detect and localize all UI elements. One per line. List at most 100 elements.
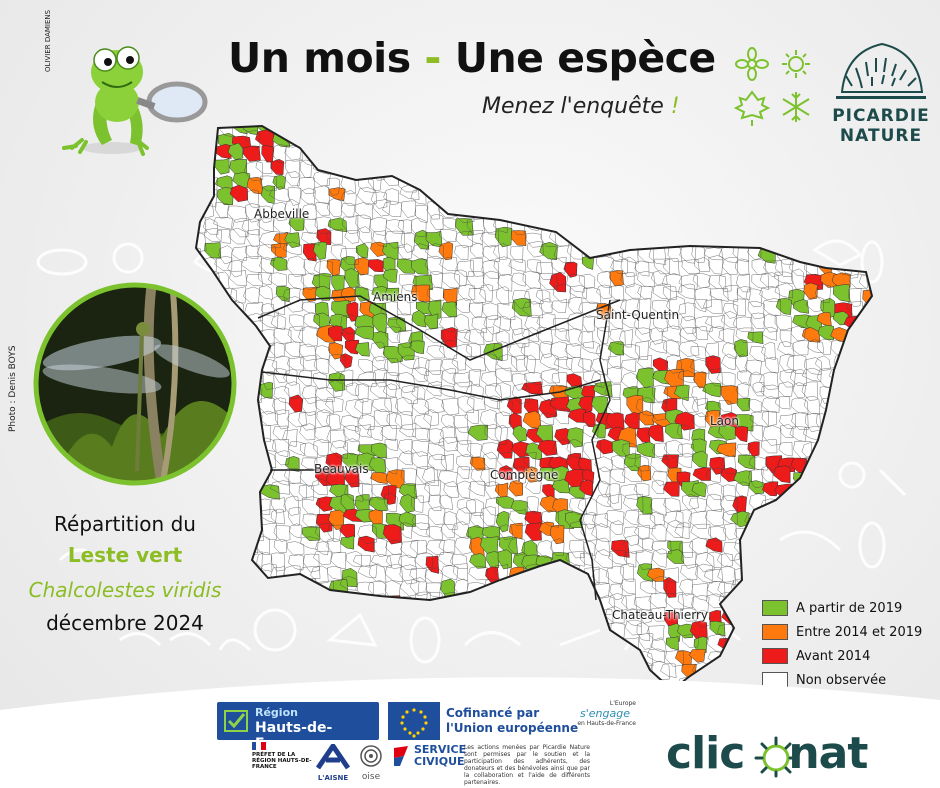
commune-cell — [622, 160, 644, 180]
oise-logo[interactable]: oise — [356, 744, 386, 782]
commune-cell — [396, 258, 416, 274]
commune-cell — [400, 231, 415, 253]
legend-label: Non observée — [796, 672, 887, 688]
commune-cell — [469, 190, 486, 209]
commune-cell — [511, 126, 533, 136]
commune-cell — [747, 331, 764, 344]
commune-cell — [256, 581, 271, 597]
commune-cell — [778, 143, 796, 164]
aisne-logo[interactable]: L'AISNE — [314, 741, 352, 782]
commune-cell — [380, 485, 397, 505]
commune-cell — [411, 386, 426, 400]
commune-cell — [273, 525, 291, 542]
commune-cell — [664, 567, 679, 583]
commune-cell — [372, 199, 391, 217]
commune-cell — [816, 185, 832, 202]
commune-cell — [761, 438, 778, 454]
commune-cell — [525, 232, 543, 248]
commune-cell — [619, 146, 637, 166]
commune-cell — [383, 188, 399, 205]
commune-cell — [330, 440, 348, 459]
commune-cell — [789, 426, 807, 442]
commune-cell — [862, 201, 872, 219]
hedgehog-logo-icon — [836, 42, 926, 99]
commune-cell — [564, 343, 582, 358]
commune-cell — [381, 621, 396, 641]
commune-cell — [424, 397, 445, 414]
commune-cell — [675, 509, 692, 528]
flower-icon — [735, 47, 769, 81]
commune-cell — [414, 158, 429, 177]
commune-cell — [597, 270, 612, 289]
commune-cell — [196, 510, 205, 530]
commune-cell — [564, 214, 584, 233]
commune-cell — [300, 634, 317, 653]
commune-cell — [242, 399, 258, 419]
commune-cell — [848, 160, 866, 177]
prefet-logo[interactable]: PRÉFET DE LA RÉGION HAUTS-DE-FRANCE — [252, 752, 312, 770]
commune-cell — [214, 468, 230, 485]
cliconat-logo[interactable]: clic nat — [666, 728, 868, 779]
commune-cell — [875, 187, 889, 204]
commune-cell — [538, 200, 555, 216]
commune-cell — [775, 526, 793, 540]
commune-cell — [877, 161, 894, 177]
commune-cell — [639, 188, 652, 208]
commune-cell — [196, 480, 203, 497]
commune-cell — [579, 596, 595, 613]
commune-cell — [538, 413, 555, 426]
commune-cell — [260, 609, 275, 624]
commune-cell — [357, 126, 373, 131]
commune-cell — [327, 353, 346, 372]
commune-cell — [814, 202, 830, 216]
commune-cell — [608, 213, 627, 227]
commune-cell — [512, 594, 530, 613]
eu-cofinance-logo[interactable]: Cofinancé par l'Union européenne — [388, 702, 578, 740]
commune-cell — [196, 255, 203, 269]
commune-cell — [691, 412, 707, 428]
europe-engage-logo[interactable]: L'Europe s'engage en Hauts-de-France — [574, 700, 636, 727]
commune-cell — [787, 147, 806, 163]
commune-cell — [763, 551, 781, 567]
commune-cell — [752, 381, 765, 397]
commune-cell — [229, 372, 246, 387]
commune-cell — [413, 413, 432, 429]
commune-cell — [442, 287, 458, 306]
region-hdf-logo[interactable]: Région Hauts-de-France — [217, 702, 379, 752]
commune-cell — [428, 126, 446, 138]
commune-cell — [648, 592, 667, 609]
commune-cell — [787, 512, 805, 530]
commune-cell — [609, 520, 624, 535]
commune-cell — [689, 202, 706, 218]
commune-cell — [214, 539, 232, 559]
commune-cell — [818, 455, 839, 473]
commune-cell — [862, 466, 872, 480]
commune-cell — [328, 144, 345, 162]
brand-left: clic — [666, 728, 745, 779]
commune-cell — [283, 287, 301, 304]
commune-cell — [271, 201, 287, 221]
commune-cell — [848, 439, 864, 456]
commune-cell — [832, 160, 850, 179]
commune-cell — [593, 315, 610, 333]
commune-cell — [371, 286, 391, 301]
commune-cell — [870, 257, 872, 273]
commune-cell — [285, 158, 301, 179]
commune-cell — [679, 578, 693, 596]
commune-cell — [283, 622, 298, 643]
commune-cell — [356, 595, 374, 613]
commune-cell — [842, 525, 859, 541]
commune-cell — [357, 414, 375, 430]
commune-cell — [394, 411, 414, 430]
commune-cell — [511, 328, 530, 348]
commune-cell — [325, 228, 343, 245]
cliconat-hedgehog-icon — [754, 736, 798, 778]
commune-cell — [313, 260, 334, 278]
service-civique-logo[interactable]: SERVICE CIVIQUE — [414, 744, 466, 768]
commune-cell — [709, 620, 726, 637]
commune-cell — [312, 185, 330, 205]
commune-cell — [735, 381, 750, 398]
commune-cell — [806, 126, 821, 132]
commune-cell — [649, 400, 667, 421]
commune-cell — [202, 552, 217, 570]
